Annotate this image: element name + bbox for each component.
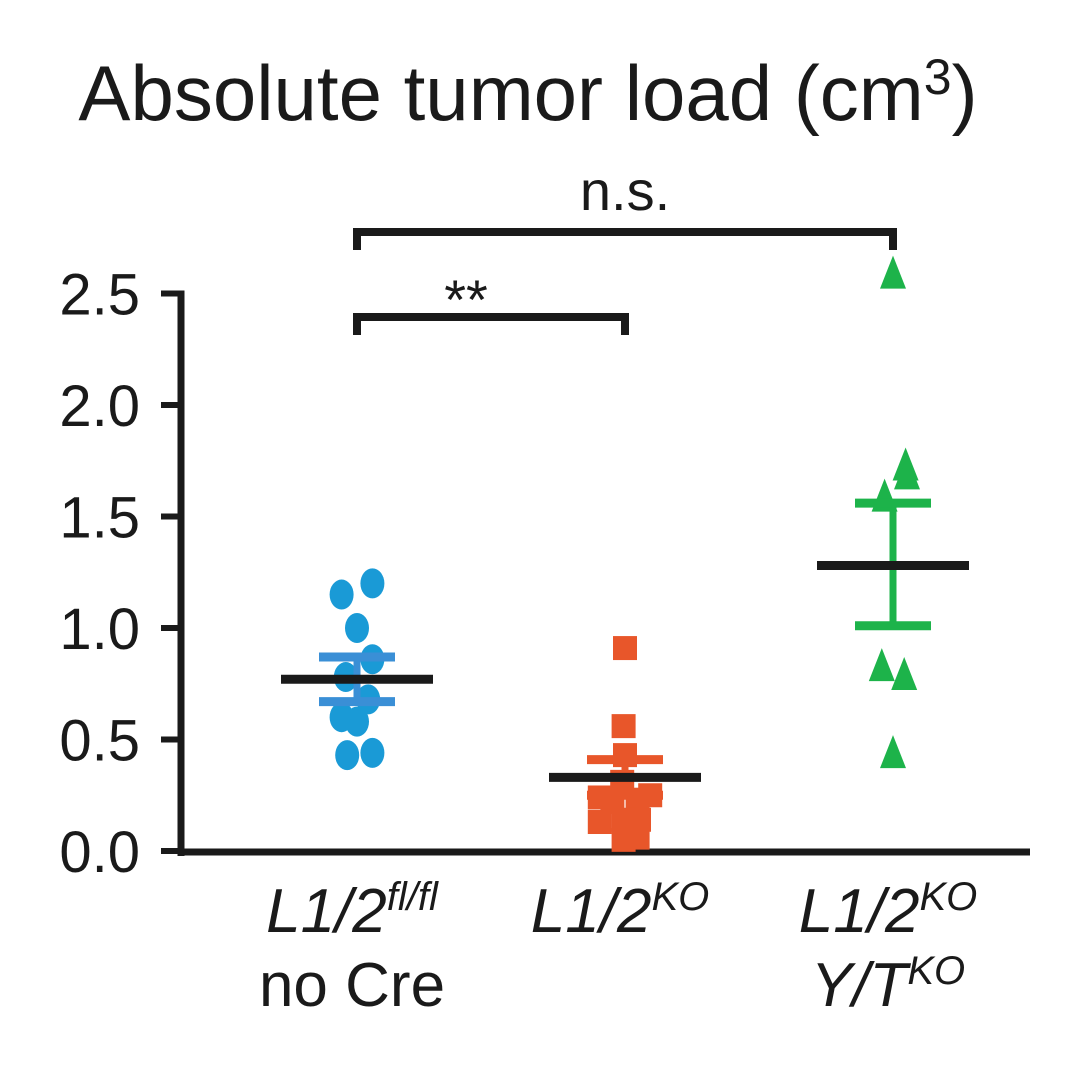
data-point: [345, 706, 369, 737]
data-point: [880, 735, 906, 769]
category-label-line2: no Cre: [259, 951, 445, 1020]
data-point: [587, 810, 612, 835]
data-point: [335, 740, 360, 771]
data-point: [329, 579, 354, 610]
category-label-line2: Y/TKO: [811, 949, 965, 1020]
data-point: [611, 714, 636, 739]
y-tick-label: 0.0: [59, 820, 140, 885]
y-tick-label: 2.5: [59, 263, 140, 328]
category-label: L1/2KO: [531, 875, 709, 946]
y-tick-label: 2.0: [59, 374, 140, 439]
y-tick-label: 1.5: [59, 486, 140, 551]
y-tick-label: 0.5: [59, 709, 140, 774]
data-point: [360, 568, 385, 599]
significance-label: n.s.: [580, 159, 670, 222]
data-point: [894, 456, 920, 490]
chart-title-close: ): [952, 49, 978, 137]
category-label: L1/2KO: [799, 875, 977, 946]
chart-title-superscript: 3: [924, 49, 952, 105]
data-point: [360, 737, 385, 768]
significance-label: **: [444, 268, 488, 331]
data-point: [880, 255, 906, 289]
y-tick-label: 1.0: [59, 597, 140, 662]
data-point: [613, 636, 637, 661]
data-point: [625, 825, 650, 850]
significance-bracket: [353, 228, 897, 250]
data-point: [868, 648, 895, 682]
category-label: L1/2fl/fl: [266, 875, 439, 946]
data-point: [891, 657, 918, 691]
chart-title-main: Absolute tumor load (cm: [78, 49, 923, 137]
chart-title: Absolute tumor load (cm3): [78, 49, 977, 137]
significance-bracket: [353, 313, 629, 335]
data-point: [345, 613, 369, 643]
